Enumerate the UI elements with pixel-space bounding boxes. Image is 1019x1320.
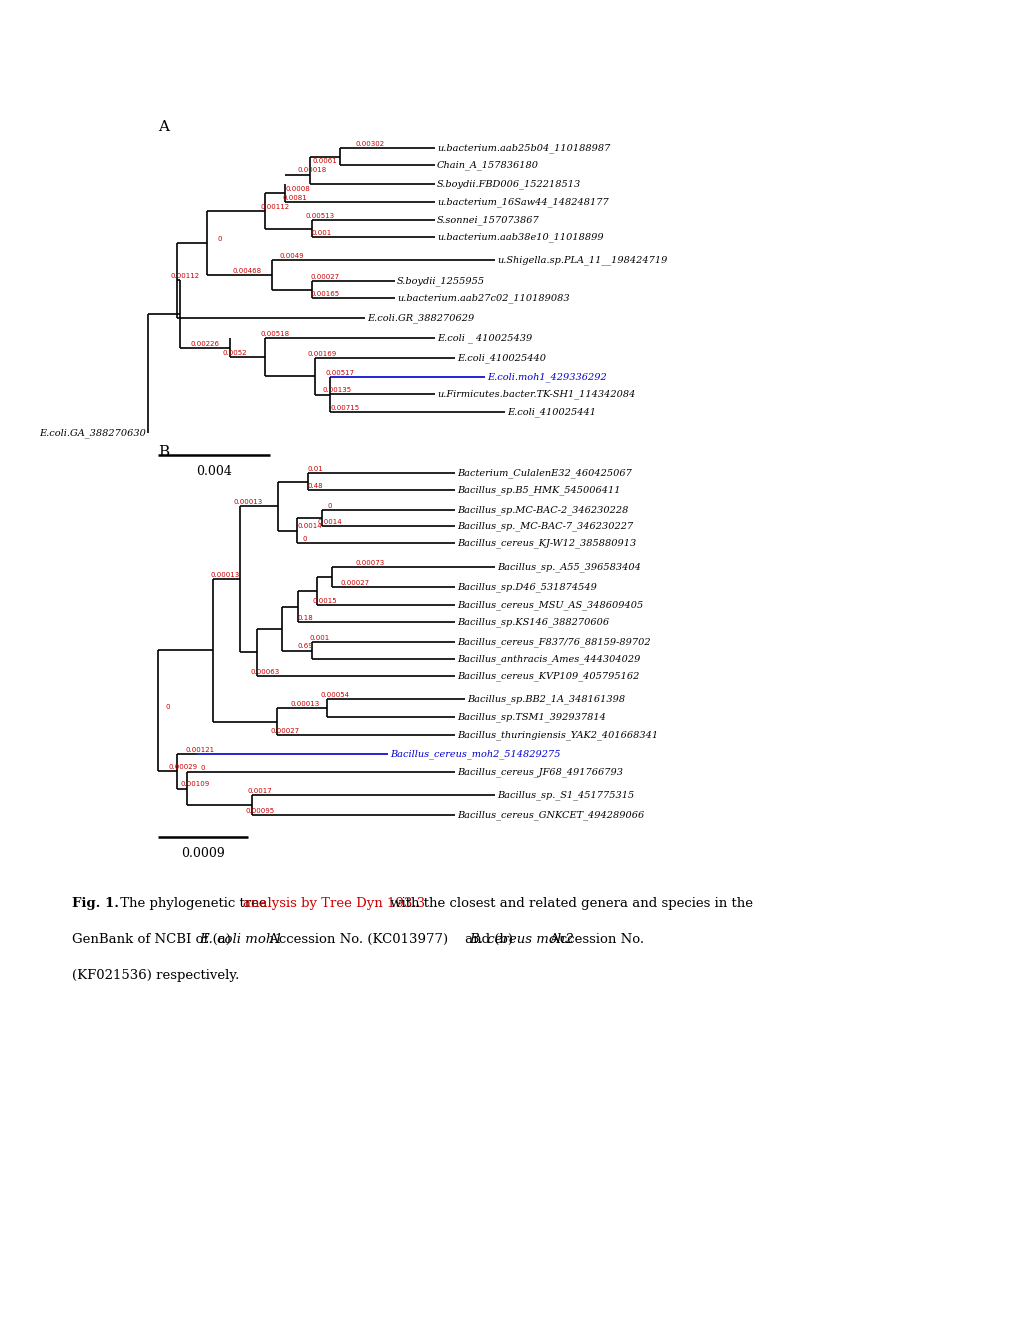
Text: u.Shigella.sp.PLA_11__198424719: u.Shigella.sp.PLA_11__198424719 [496,255,666,265]
Text: Bacillus_cereus_KJ-W12_385880913: Bacillus_cereus_KJ-W12_385880913 [457,539,636,548]
Text: 0.001: 0.001 [312,230,332,236]
Text: 0.004: 0.004 [196,465,231,478]
Text: Bacillus_cereus_MSU_AS_348609405: Bacillus_cereus_MSU_AS_348609405 [457,601,643,610]
Text: Chain_A_157836180: Chain_A_157836180 [436,160,538,170]
Text: 0.0081: 0.0081 [282,195,307,201]
Text: 0.00513: 0.00513 [305,213,334,219]
Text: 0.0061: 0.0061 [312,158,337,164]
Text: 0.00135: 0.00135 [322,387,352,393]
Text: E.coli_410025441: E.coli_410025441 [506,407,595,417]
Text: 0: 0 [327,503,332,510]
Text: 0.00013: 0.00013 [233,499,262,506]
Text: u.bacterium.aab25b04_110188987: u.bacterium.aab25b04_110188987 [436,143,609,153]
Text: with the closest and related genera and species in the: with the closest and related genera and … [386,898,753,909]
Text: (KF021536) respectively.: (KF021536) respectively. [72,969,239,982]
Text: Bacillus_sp.TSM1_392937814: Bacillus_sp.TSM1_392937814 [457,713,605,722]
Text: Bacillus_cereus_moh2_514829275: Bacillus_cereus_moh2_514829275 [389,750,560,759]
Text: u.bacterium_16Saw44_148248177: u.bacterium_16Saw44_148248177 [436,197,608,207]
Text: 0.00715: 0.00715 [330,405,360,411]
Text: u.bacterium.aab38e10_11018899: u.bacterium.aab38e10_11018899 [436,232,603,242]
Text: 0.00112: 0.00112 [170,273,200,280]
Text: 0: 0 [217,236,222,242]
Text: 0.48: 0.48 [307,483,322,488]
Text: 0.00121: 0.00121 [185,747,214,752]
Text: Bacillus_sp.MC-BAC-2_346230228: Bacillus_sp.MC-BAC-2_346230228 [457,506,628,515]
Text: 0.01: 0.01 [307,466,323,473]
Text: S.boydii_1255955: S.boydii_1255955 [396,276,485,286]
Text: 0: 0 [303,536,307,543]
Text: 0.00169: 0.00169 [307,351,336,356]
Text: 0.001: 0.001 [310,635,330,642]
Text: u.bacterium.aab27c02_110189083: u.bacterium.aab27c02_110189083 [396,293,569,302]
Text: 0.00226: 0.00226 [191,341,219,347]
Text: Bacillus_sp.D46_531874549: Bacillus_sp.D46_531874549 [457,582,596,591]
Text: Bacillus_anthracis_Ames_444304029: Bacillus_anthracis_Ames_444304029 [457,655,640,664]
Text: 0.00027: 0.00027 [270,729,300,734]
Text: Bacillus_sp.KS146_388270606: Bacillus_sp.KS146_388270606 [457,618,608,627]
Text: 0.00013: 0.00013 [290,701,319,708]
Text: 0.00302: 0.00302 [355,141,384,147]
Text: 0.00013: 0.00013 [210,572,239,578]
Text: 0: 0 [165,704,170,710]
Text: S.sonnei_157073867: S.sonnei_157073867 [436,215,539,224]
Text: Bacillus_sp._A55_396583404: Bacillus_sp._A55_396583404 [496,562,640,572]
Text: Accession No. (KC013977)    and (b): Accession No. (KC013977) and (b) [265,933,517,946]
Text: 0.00468: 0.00468 [232,268,261,273]
Text: Bacillus_sp._MC-BAC-7_346230227: Bacillus_sp._MC-BAC-7_346230227 [457,521,633,531]
Text: Bacillus_sp.B5_HMK_545006411: Bacillus_sp.B5_HMK_545006411 [457,486,620,495]
Text: E.coli _ 410025439: E.coli _ 410025439 [436,333,532,343]
Text: Bacillus_cereus_GNKCET_494289066: Bacillus_cereus_GNKCET_494289066 [457,810,644,820]
Text: 0.0008: 0.0008 [285,186,310,191]
Text: 0.00063: 0.00063 [250,669,279,675]
Text: Bacterium_CulalenE32_460425067: Bacterium_CulalenE32_460425067 [457,469,631,478]
Text: 0.00054: 0.00054 [320,692,350,698]
Text: 0.00109: 0.00109 [180,781,210,788]
Text: 0.00018: 0.00018 [298,168,326,173]
Text: Bacillus_sp._S1_451775315: Bacillus_sp._S1_451775315 [496,791,634,800]
Text: Bacillus_sp.BB2_1A_348161398: Bacillus_sp.BB2_1A_348161398 [467,694,625,704]
Text: 0.0052: 0.0052 [222,350,247,356]
Text: A: A [158,120,169,135]
Text: 0.0015: 0.0015 [313,598,337,605]
Text: 0.00073: 0.00073 [355,560,384,566]
Text: The phylogenetic tree: The phylogenetic tree [116,898,271,909]
Text: 0.0009: 0.0009 [181,847,224,861]
Text: 0.00029: 0.00029 [168,764,198,771]
Text: u.Firmicutes.bacter.TK-SH1_114342084: u.Firmicutes.bacter.TK-SH1_114342084 [436,389,635,399]
Text: 0.00095: 0.00095 [246,808,274,814]
Text: 0.0017: 0.0017 [248,788,272,795]
Text: 0.00027: 0.00027 [310,275,339,280]
Text: Bacillus_cereus_KVP109_405795162: Bacillus_cereus_KVP109_405795162 [457,671,639,681]
Text: B. cereus moh2: B. cereus moh2 [469,933,573,946]
Text: 0.18: 0.18 [297,615,313,620]
Text: 0: 0 [201,766,205,771]
Text: Bacillus_cereus_JF68_491766793: Bacillus_cereus_JF68_491766793 [457,767,623,777]
Text: E.coli.GA_388270630: E.coli.GA_388270630 [39,428,146,438]
Text: 0.00517: 0.00517 [325,370,355,376]
Text: 0.0014: 0.0014 [298,524,322,529]
Text: Bacillus_cereus_F837/76_88159-89702: Bacillus_cereus_F837/76_88159-89702 [457,638,650,647]
Text: Accession No.: Accession No. [545,933,643,946]
Text: 0.0014: 0.0014 [317,519,342,525]
Text: 0.00027: 0.00027 [340,579,369,586]
Text: 0.00165: 0.00165 [310,290,339,297]
Text: 0.69: 0.69 [297,644,313,649]
Text: Fig. 1.: Fig. 1. [72,898,119,909]
Text: S.boydii.FBD006_152218513: S.boydii.FBD006_152218513 [436,180,581,189]
Text: analysis by Tree Dyn 193.3: analysis by Tree Dyn 193.3 [243,898,425,909]
Text: E. coli moh1: E. coli moh1 [199,933,282,946]
Text: 0.00518: 0.00518 [260,331,289,337]
Text: E.coli.moh1_429336292: E.coli.moh1_429336292 [486,372,606,381]
Text: Bacillus_thuringiensis_YAK2_401668341: Bacillus_thuringiensis_YAK2_401668341 [457,730,657,739]
Text: 0.0049: 0.0049 [279,253,304,259]
Text: E.coli_410025440: E.coli_410025440 [457,354,545,363]
Text: 0.00112: 0.00112 [260,203,289,210]
Text: E.coli.GR_388270629: E.coli.GR_388270629 [367,313,474,323]
Text: GenBank of NCBI of (a): GenBank of NCBI of (a) [72,933,235,946]
Text: B: B [158,445,169,459]
